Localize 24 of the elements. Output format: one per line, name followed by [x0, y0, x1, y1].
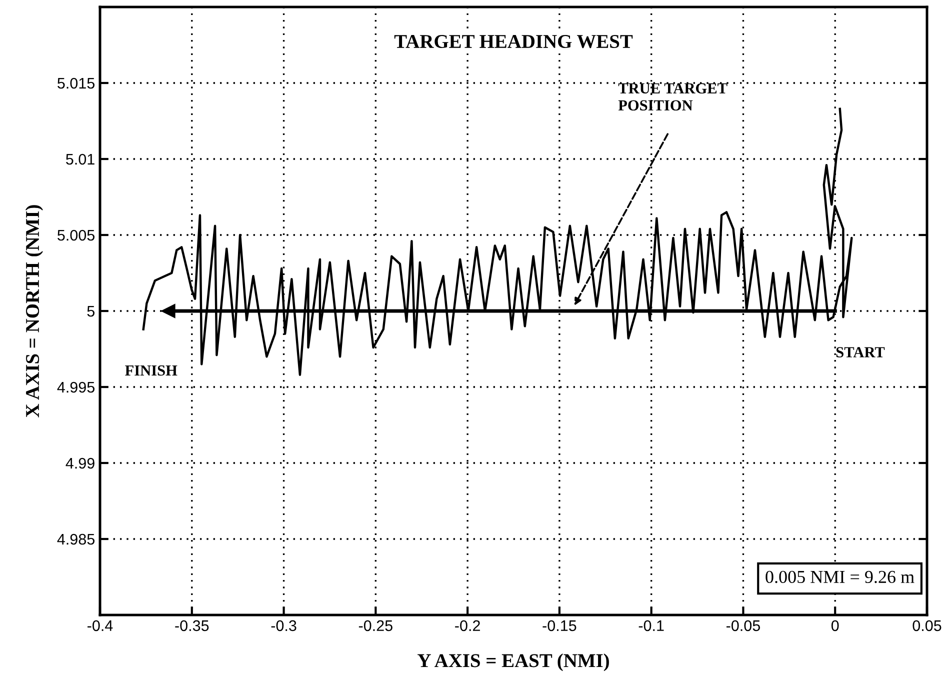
x-tick-label: -0.4 [88, 620, 113, 632]
text: TARGET HEADING WEST [394, 34, 633, 48]
x-tick-label: -0.3 [271, 620, 296, 632]
annotation: 0.005 NMI = 9.26 m [766, 570, 914, 584]
x-tick-label: 0 [831, 620, 839, 632]
y-tick-label: 5.015 [58, 78, 94, 89]
y-tick-label: 4.99 [66, 458, 94, 469]
x-tick-label: -0.1 [638, 620, 664, 632]
x-tick-label: -0.05 [726, 620, 760, 632]
x-tick-label: -0.25 [358, 620, 392, 632]
annotation: TRUE TARGET POSITION [618, 83, 728, 111]
annotation: FINISH [125, 365, 178, 376]
y-tick-label: 5.01 [66, 154, 94, 165]
x-tick-label: -0.15 [542, 620, 576, 632]
y-tick-label: 4.995 [57, 382, 94, 393]
x-axis-title: Y AXIS = EAST (NMI) [418, 654, 609, 672]
annotation: START [836, 347, 885, 358]
x-tick-label: 0.05 [912, 620, 942, 632]
x-tick-label: -0.35 [175, 620, 209, 632]
y-axis-title: X AXIS = NORTH (NMI) [25, 205, 44, 418]
x-tick-label: -0.2 [455, 620, 480, 632]
y-tick-label: 5.005 [58, 230, 94, 241]
y-tick-label: 4.985 [57, 534, 94, 545]
y-tick-label: 5 [87, 306, 94, 317]
